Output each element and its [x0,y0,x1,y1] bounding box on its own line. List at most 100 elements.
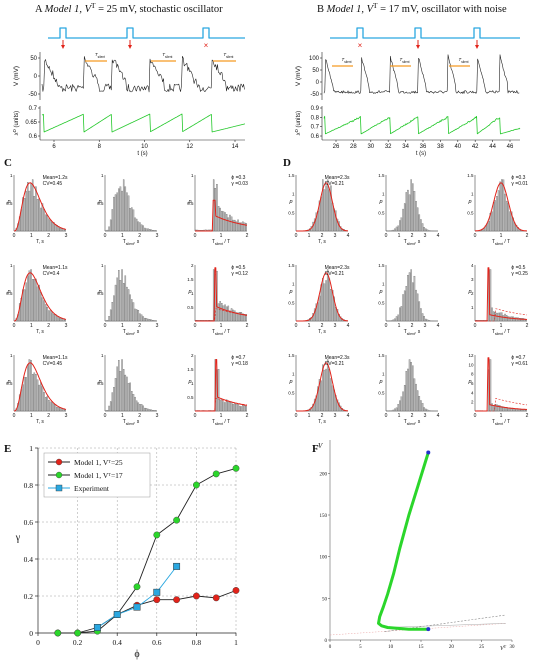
time-tick-label: 40 [454,144,461,150]
hist-bar [140,314,143,322]
hist-x-label: Tsilent / T [492,419,510,426]
hist-bar [229,401,231,412]
hist-bar [109,219,112,232]
hist-bar [509,211,511,232]
hist-y-tick: 1 [292,372,295,377]
v-tick-label: 50 [30,56,37,62]
hist-bar [221,399,223,412]
label-part: silent [402,60,409,64]
voltage-trace [323,54,520,94]
hist-bar [395,407,398,412]
time-tick-label: 28 [350,144,357,150]
hist-bar [402,391,404,412]
model-17-point [212,470,220,478]
xd-tick-label: 0.6 [29,134,38,140]
hist-bar [243,222,246,232]
hist-y-tick: 1.5 [378,263,385,268]
legend-marker [55,458,63,466]
label-part: silent [226,55,233,59]
hist-bar [53,222,55,232]
hist-bar [235,404,238,412]
hist-bar [232,309,234,322]
hist-bar [61,318,63,322]
hist-bar [144,407,146,412]
series-line-2 [97,566,177,628]
hist-bar [518,409,521,412]
hist-bar [113,295,115,322]
hist-x-tick: 2 [411,233,414,239]
hist-bar [403,385,406,412]
hist-bar [23,289,26,322]
hist-bar [217,369,220,412]
hist-bar [224,402,226,412]
hist-bar [126,286,128,322]
hist-y-tick: 12 [468,353,474,358]
series-line-0 [57,590,237,634]
hist-bar [28,190,31,232]
hist-bar [492,202,495,232]
f-y-tick-label: 100 [320,556,328,561]
hist-bar [502,406,505,412]
hist-x-tick: 0 [104,233,107,239]
hist-bar [331,202,334,232]
f-y-tick-label: 50 [322,597,328,602]
hist-bar [222,401,225,412]
hist-x-tick: 0 [104,413,107,419]
time-tick-label: 6 [52,144,56,150]
hist-bar [35,186,37,232]
hist-bar [23,376,26,412]
hist-bar [313,398,316,412]
panel-panelB-title: B Model 1, VT = 17 mV, oscillator with n… [317,1,507,16]
hist-bar [132,209,135,232]
hist-x-tick: 2 [138,233,141,239]
hist-y-tick: 0.5 [467,210,474,215]
v-tick-label: 0 [316,80,320,86]
hist-bar [229,310,231,322]
f-x-tick-label: 30 [510,645,516,650]
f-x-tick-label: 20 [449,645,455,650]
hist-bar [225,214,228,232]
stat-phi: ϕ =0.3 [511,175,525,181]
hist-bar [407,275,409,322]
xd-trace [41,113,246,133]
f-x-tick-label: 10 [388,645,394,650]
hist-bar [421,313,424,322]
stimulus-pulse-train [330,27,520,39]
hist-bar [145,318,148,322]
hist-bar [494,311,497,322]
hist-bar [336,309,339,322]
hist-bar [18,394,21,412]
hist-bar [323,189,326,232]
hist-bar [28,359,31,412]
fit-curve-dashed [475,398,528,412]
hist-bar [397,404,399,412]
hist-bar [121,269,123,322]
hist-y-label: p [187,289,191,295]
hist-bar [222,305,225,322]
label-part: x [14,131,20,136]
hist-bar [51,222,53,232]
hist-bar [142,225,144,232]
hist-bar [426,319,429,322]
hist-bar [313,308,316,322]
time-tick-label: 34 [402,144,409,150]
hist-x-label: Tsilent, s [123,419,140,426]
hist-bar [523,409,526,412]
label-part: silent [407,422,415,426]
hist-y-tick: 0.5 [97,381,104,386]
series-line-1 [57,467,237,634]
hist-bar [36,286,39,322]
f-x-tick-label: 25 [479,645,485,650]
hist-y-tick: 0.5 [6,201,13,206]
e-y-tick-label: 0.8 [24,481,34,490]
hist-x-tick: 2 [138,413,141,419]
hist-bar [336,218,339,232]
hist-x-tick: 2 [321,323,324,329]
hist-bar [322,278,324,322]
hist-y-tick: 1 [382,372,385,377]
hist-x-tick: 2 [411,413,414,419]
hist-bar [119,186,122,232]
hist-bar [129,294,131,322]
hist-bar [119,371,122,412]
hist-bar [491,307,493,322]
